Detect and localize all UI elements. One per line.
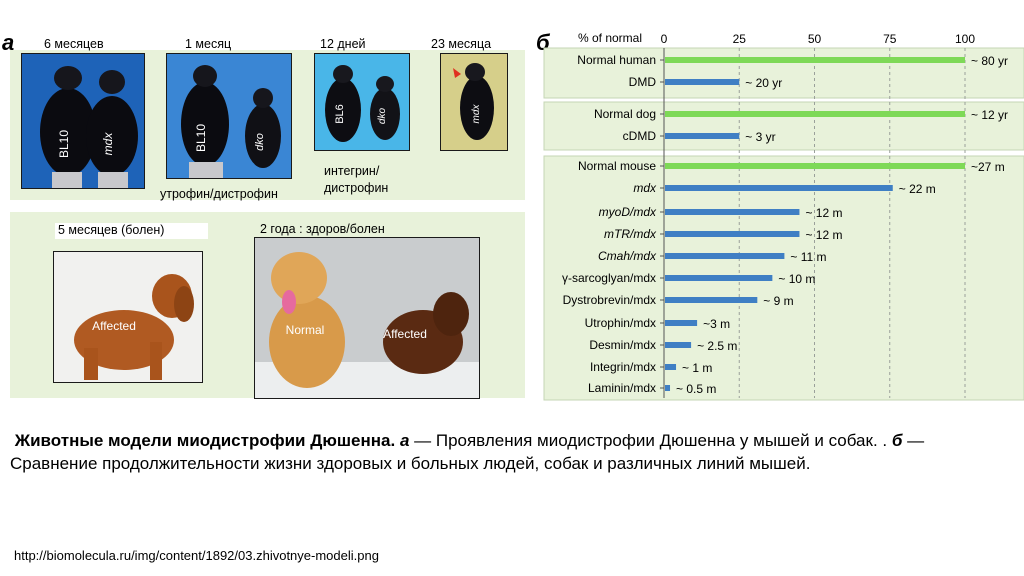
bar [665, 231, 800, 237]
dog-photo-1-label: 5 месяцев (болен) [55, 223, 208, 239]
bar [665, 133, 740, 139]
dog-photo-1-image: Affected [74, 274, 194, 380]
mouse-photo-2-label-1: BL10 [194, 124, 208, 152]
mouse-photo-1-image: BL10 mdx [40, 66, 138, 188]
bar [665, 111, 965, 117]
bar [665, 79, 740, 85]
category-label: Normal dog [594, 107, 656, 121]
mouse-photo-3-image: BL6 dko [325, 65, 400, 142]
category-label: Integrin/mdx [590, 360, 656, 374]
figure-caption: Животные модели миодистрофии Дюшенна. а … [10, 430, 990, 476]
bar [665, 163, 965, 169]
data-label: ~ 12 yr [971, 108, 1008, 122]
caption-title: Животные модели миодистрофии Дюшенна. [14, 431, 396, 450]
category-label: DMD [629, 75, 657, 89]
category-label: γ-sarcoglyan/mdx [562, 271, 656, 285]
bar [665, 342, 692, 348]
caption-a-text: — Проявления миодистрофии Дюшенна у мыше… [409, 431, 892, 450]
data-label: ~ 12 m [805, 228, 842, 242]
bar [665, 209, 800, 215]
category-label: mTR/mdx [604, 227, 657, 241]
data-label: ~ 80 yr [971, 54, 1008, 68]
x-tick-label-25: 25 [733, 32, 747, 46]
category-label: Normal human [577, 53, 656, 67]
mouse-photo-1-label-1: BL10 [57, 130, 71, 158]
x-axis-title: % of normal [578, 31, 642, 45]
mouse-photo-3-label-2: dko [377, 108, 388, 125]
mouse-photo-1-age: 6 месяцев [44, 37, 104, 51]
x-tick-label-0: 0 [661, 32, 668, 46]
data-label: ~ 12 m [805, 206, 842, 220]
bar [665, 275, 773, 281]
group-background-mouse [543, 155, 1024, 401]
category-label: cDMD [623, 129, 657, 143]
data-label: ~ 20 yr [745, 76, 782, 90]
mouse-photo-4-age: 23 месяца [431, 37, 492, 51]
data-label: ~3 m [703, 317, 730, 331]
mouse-photo-3-age: 12 дней [320, 37, 366, 51]
category-label: Dystrobrevin/mdx [563, 293, 656, 307]
data-label: ~ 9 m [763, 294, 793, 308]
data-label: ~ 1 m [682, 361, 712, 375]
category-label: Normal mouse [578, 159, 656, 173]
data-label: ~ 22 m [899, 182, 936, 196]
category-label: Cmah/mdx [598, 249, 657, 263]
caption-utrophin: утрофин/дистрофин [160, 187, 278, 201]
dog-photo-2-image: Normal Affected [255, 252, 479, 398]
x-tick-label-50: 50 [808, 32, 822, 46]
data-label: ~ 10 m [778, 272, 815, 286]
bar [665, 297, 758, 303]
mouse-photo-3: BL6 dko [315, 54, 409, 150]
mouse-photo-3-label-1: BL6 [334, 104, 346, 124]
caption-b-text: — Сравнение продолжительности жизни здор… [10, 431, 925, 473]
dog-photo-2-tag-normal: Normal [286, 323, 325, 337]
mouse-photo-1-label-2: mdx [101, 132, 115, 156]
category-label: Utrophin/mdx [585, 316, 656, 330]
mouse-photo-2-image: BL10 dko [181, 65, 281, 178]
x-tick-label-75: 75 [883, 32, 897, 46]
bar [665, 253, 785, 259]
category-label: myoD/mdx [599, 205, 657, 219]
category-label: Laminin/mdx [588, 381, 656, 395]
bar [665, 185, 893, 191]
dog-photo-1: Affected [54, 252, 202, 382]
bar [665, 364, 677, 370]
group-background-human [543, 47, 1024, 99]
caption-integrin-line-2: дистрофин [324, 181, 389, 195]
mouse-photo-2-age: 1 месяц [185, 37, 232, 51]
data-label: ~ 3 yr [745, 130, 775, 144]
caption-b-letter: б [891, 431, 903, 450]
dog-photo-2: Normal Affected [255, 238, 479, 398]
data-label: ~ 2.5 m [697, 339, 737, 353]
category-label: mdx [633, 181, 657, 195]
bar [665, 385, 671, 391]
dog-photo-2-tag-affected: Affected [383, 327, 427, 341]
category-label: Desmin/mdx [589, 338, 656, 352]
data-label: ~ 0.5 m [676, 382, 716, 396]
mouse-photo-2: BL10 dko [167, 54, 291, 178]
caption-integrin-line-1: интегрин/ [324, 164, 380, 178]
caption-a-letter: а [399, 431, 410, 450]
group-background-dog [543, 101, 1024, 151]
mouse-photo-1: BL10 mdx [22, 54, 144, 188]
x-tick-label-100: 100 [955, 32, 975, 46]
arrow-marker-icon [453, 68, 461, 78]
mouse-photo-4: mdx [441, 54, 507, 150]
lifespan-chart: % of normal 0 25 50 75 100 Normal human ~ 80 … [543, 31, 1024, 401]
source-url[interactable]: http://biomolecula.ru/img/content/1892/0… [14, 548, 379, 563]
bar [665, 57, 965, 63]
panel-a-letter: а [2, 30, 15, 55]
dog-photo-2-label: 2 года : здоров/болен [260, 222, 385, 236]
data-label: ~ 11 m [790, 250, 826, 264]
mouse-photo-4-image: mdx [453, 63, 494, 140]
data-label: ~27 m [971, 160, 1005, 174]
mouse-photo-2-label-2: dko [254, 133, 266, 151]
bar [665, 320, 698, 326]
dog-photo-1-tag: Affected [92, 319, 136, 333]
mouse-photo-4-label: mdx [471, 104, 482, 124]
